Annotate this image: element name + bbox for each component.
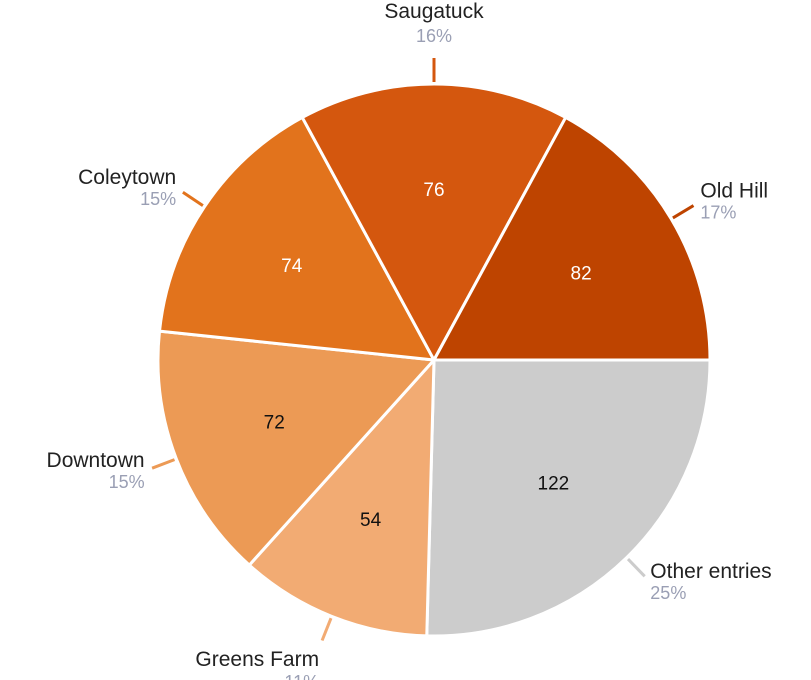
percent-label-old-hill: 17%	[700, 203, 736, 223]
leader-line-coleytown	[182, 190, 204, 207]
value-label-other-entries: 122	[538, 474, 570, 495]
category-label-old-hill: Old Hill	[700, 180, 768, 203]
leader-line-other-entries	[626, 558, 646, 578]
pie-slice-saugatuck	[300, 82, 568, 362]
value-label-greens-farm: 54	[360, 510, 382, 531]
leader-line-greens-farm	[320, 617, 333, 642]
value-label-downtown: 72	[264, 412, 285, 433]
category-label-greens-farm: Greens Farm	[195, 648, 319, 671]
pie-slice-greens-farm	[247, 358, 436, 638]
category-label-downtown: Downtown	[47, 449, 145, 472]
percent-label-other-entries: 25%	[650, 583, 686, 603]
pie-slice-downtown	[156, 329, 436, 567]
pie-slices	[156, 82, 712, 638]
percent-label-downtown: 15%	[109, 472, 145, 492]
category-label-other-entries: Other entries	[650, 560, 771, 583]
value-label-saugatuck: 76	[423, 180, 444, 201]
leader-line-downtown	[151, 458, 176, 470]
percent-label-coleytown: 15%	[140, 189, 176, 209]
value-label-coleytown: 74	[281, 256, 303, 277]
leader-line-old-hill	[672, 204, 695, 220]
pie-slice-old-hill	[432, 115, 712, 362]
percent-label-greens-farm: 11%	[284, 672, 319, 680]
pie-slice-coleytown	[158, 115, 436, 362]
pie-slice-other-entries	[425, 358, 712, 638]
category-label-coleytown: Coleytown	[78, 166, 176, 189]
value-label-old-hill: 82	[571, 264, 592, 285]
percent-label-saugatuck: 16%	[416, 26, 452, 46]
leader-lines	[151, 58, 695, 642]
category-label-saugatuck: Saugatuck	[384, 0, 484, 23]
